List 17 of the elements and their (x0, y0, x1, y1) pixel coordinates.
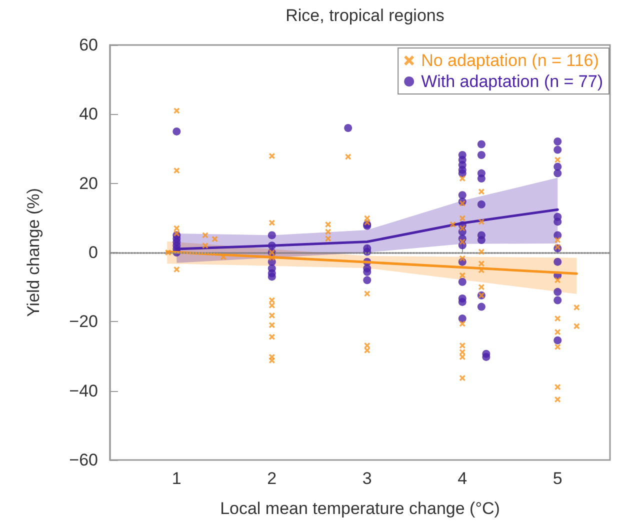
y-tick-label: −60 (69, 450, 98, 470)
y-axis-title: Yield change (%) (24, 188, 43, 317)
y-tick-label: −40 (69, 381, 98, 400)
x-axis-title: Local mean temperature change (°C) (220, 499, 500, 518)
legend-label: With adaptation (n = 77) (421, 72, 604, 91)
y-tick-label: 60 (79, 36, 98, 54)
chart-title: Rice, tropical regions (286, 6, 444, 25)
y-tick-label: 0 (88, 243, 98, 262)
x-tick-label: 2 (267, 469, 277, 488)
legend-label: No adaptation (n = 116) (421, 51, 599, 70)
y-tick-label: −20 (69, 312, 98, 332)
y-tick-label: 20 (79, 174, 98, 193)
x-tick-label: 5 (552, 469, 562, 488)
x-tick-label: 3 (362, 469, 372, 488)
x-tick-label: 1 (172, 469, 182, 488)
x-tick-label: 4 (458, 469, 468, 488)
y-tick-label: 40 (79, 104, 98, 124)
